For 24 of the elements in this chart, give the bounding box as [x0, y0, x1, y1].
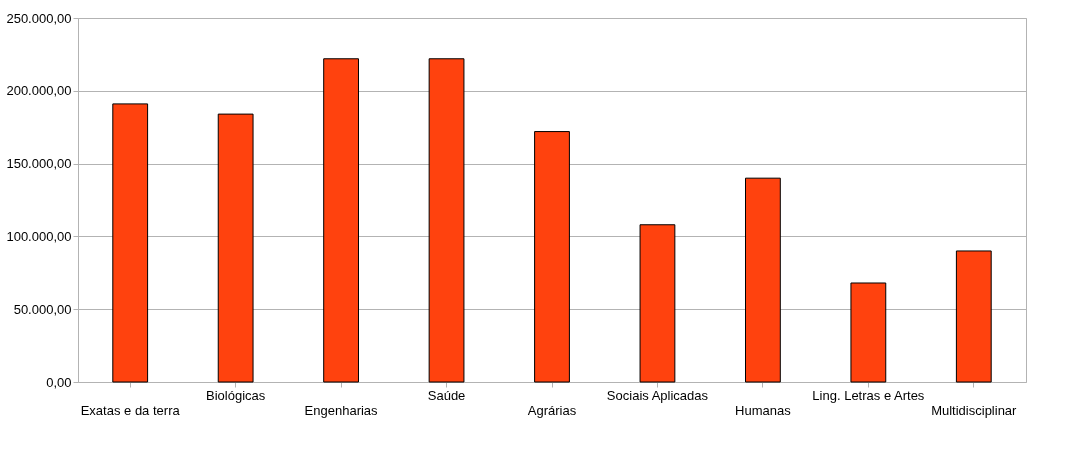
bar — [217, 113, 254, 383]
x-tick-label: Multidisciplinar — [931, 402, 1018, 418]
x-tick-label: Engenharias — [304, 402, 379, 418]
y-tick-label: 250.000,00 — [6, 10, 72, 26]
bar — [955, 250, 992, 383]
bar — [112, 103, 149, 383]
y-tick-label: 150.000,00 — [6, 156, 72, 172]
x-tick-label: Sociais Aplicadas — [606, 387, 709, 403]
bar — [850, 282, 887, 383]
x-tick-label: Exatas e da terra — [80, 402, 181, 418]
y-tick-label: 50.000,00 — [13, 301, 72, 317]
y-tick-label: 0,00 — [46, 374, 72, 390]
y-tick-label: 100.000,00 — [6, 228, 72, 244]
bar — [428, 58, 465, 383]
x-tick-label: Humanas — [735, 402, 792, 418]
bar — [323, 58, 359, 383]
x-tick-label: Saúde — [427, 387, 466, 403]
y-tick-label: 200.000,00 — [6, 83, 72, 99]
bar — [534, 131, 570, 383]
x-tick-label: Ling. Letras e Artes — [812, 387, 925, 403]
bar — [639, 224, 676, 383]
x-tick-label: Biológicas — [206, 387, 266, 403]
bar — [745, 177, 781, 383]
x-tick-label: Agrárias — [527, 402, 577, 418]
